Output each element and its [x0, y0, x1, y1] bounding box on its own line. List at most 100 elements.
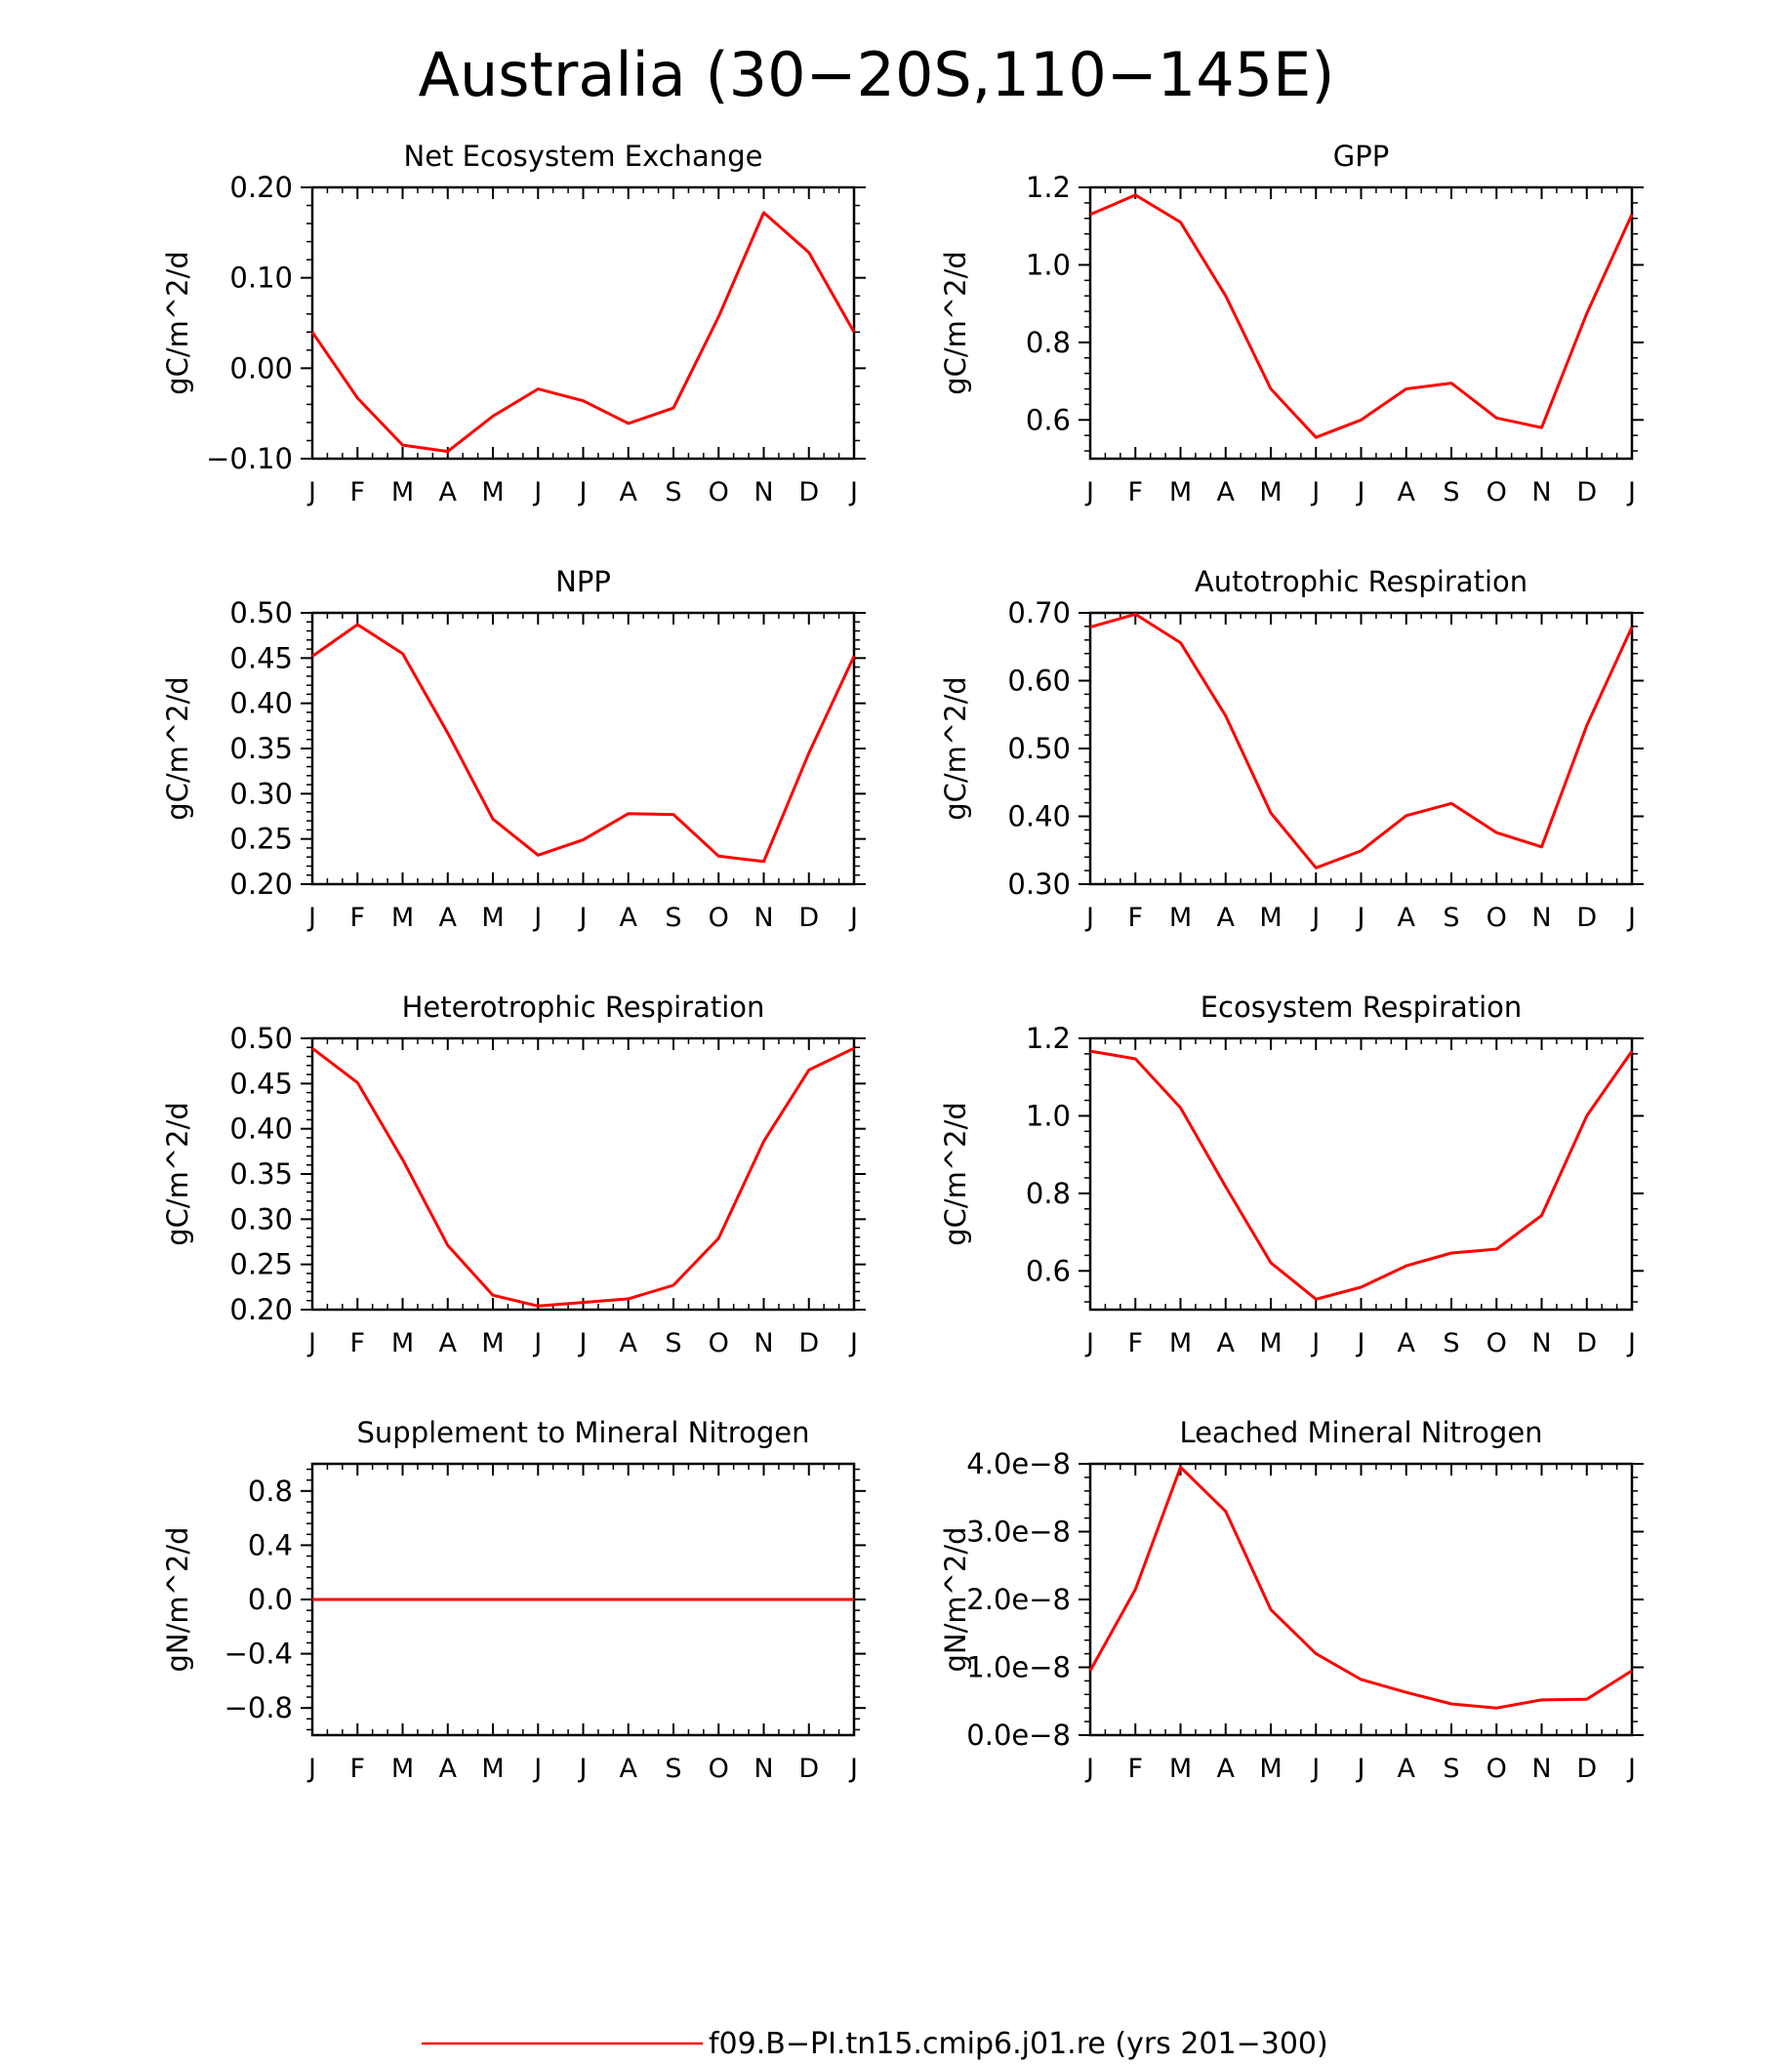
x-tick-label: O — [1487, 477, 1507, 507]
x-tick-label: A — [1217, 1754, 1236, 1784]
x-tick-label: J — [1310, 1328, 1320, 1358]
x-tick-label: A — [1398, 477, 1416, 507]
y-tick-label: 0.45 — [229, 641, 293, 674]
x-tick-label: A — [620, 1754, 638, 1784]
x-tick-label: A — [1217, 477, 1236, 507]
y-tick-label: 0.20 — [229, 1293, 293, 1326]
x-tick-label: J — [1626, 903, 1636, 933]
y-tick-label: 0.70 — [1007, 596, 1071, 629]
x-tick-label: M — [391, 903, 414, 933]
x-tick-label: N — [753, 1328, 773, 1358]
x-tick-label: S — [1443, 903, 1459, 933]
x-tick-label: J — [1310, 477, 1320, 507]
x-tick-label: J — [848, 1328, 858, 1358]
y-tick-label: 0.6 — [1026, 1254, 1071, 1287]
x-tick-label: A — [1398, 1328, 1416, 1358]
y-tick-label: 3.0e−8 — [966, 1516, 1071, 1549]
y-axis-label: gC/m^2/d — [939, 251, 972, 395]
x-tick-label: S — [665, 1754, 681, 1784]
x-tick-label: M — [481, 1328, 504, 1358]
x-tick-label: J — [1084, 1754, 1094, 1784]
x-tick-label: M — [391, 1328, 414, 1358]
y-tick-label: 0.4 — [248, 1528, 293, 1561]
x-tick-label: J — [848, 903, 858, 933]
y-tick-label: 1.0 — [1026, 248, 1071, 281]
y-tick-label: 4.0e−8 — [966, 1447, 1071, 1480]
y-tick-label: 0.35 — [229, 732, 293, 765]
x-tick-label: N — [1531, 903, 1551, 933]
x-tick-label: J — [306, 903, 316, 933]
x-tick-label: A — [1217, 903, 1236, 933]
x-tick-label: F — [1127, 903, 1143, 933]
x-tick-label: M — [481, 1754, 504, 1784]
x-tick-label: M — [1259, 1754, 1282, 1784]
x-tick-label: S — [665, 477, 681, 507]
y-tick-label: 0.8 — [1026, 1177, 1071, 1210]
y-tick-label: 0.8 — [1026, 326, 1071, 359]
x-tick-label: A — [620, 477, 638, 507]
panel-title: Supplement to Mineral Nitrogen — [357, 1416, 810, 1449]
y-tick-label: 0.40 — [229, 687, 293, 720]
legend-label: f09.B−PI.tn15.cmip6.j01.re (yrs 201−300) — [709, 2027, 1328, 2061]
x-tick-label: J — [578, 903, 588, 933]
x-tick-label: O — [709, 1754, 729, 1784]
panel-title: Heterotrophic Respiration — [402, 991, 765, 1024]
chart-panel: J F M A M J J A S O N D J0.300.400.500.600.70Autotro… — [939, 565, 1644, 933]
chart-panel: J F M A M J J A S O N D J0.200.250.300.350.400.450.5… — [161, 991, 866, 1358]
x-tick-label: O — [709, 477, 729, 507]
y-tick-label: 2.0e−8 — [966, 1583, 1071, 1616]
x-tick-label: S — [1443, 1754, 1459, 1784]
x-tick-label: F — [349, 1328, 365, 1358]
x-tick-label: J — [1626, 1328, 1636, 1358]
x-tick-label: D — [1576, 1754, 1597, 1784]
x-tick-label: A — [439, 1754, 458, 1784]
y-tick-label: 1.0e−8 — [966, 1651, 1071, 1684]
y-tick-label: 1.2 — [1026, 1022, 1071, 1055]
plot-frame — [1088, 1036, 1634, 1312]
x-tick-label: J — [1626, 1754, 1636, 1784]
x-tick-label: M — [1259, 477, 1282, 507]
plot-frame — [1088, 185, 1634, 461]
y-tick-label: 0.20 — [229, 868, 293, 901]
y-tick-label: 0.50 — [229, 1022, 293, 1055]
x-tick-label: J — [1084, 477, 1094, 507]
x-tick-label: N — [753, 903, 773, 933]
x-tick-label: N — [753, 1754, 773, 1784]
x-tick-label: J — [306, 1754, 316, 1784]
x-tick-label: N — [1531, 1328, 1551, 1358]
series-line — [1088, 1466, 1633, 1710]
x-tick-label: N — [1531, 477, 1551, 507]
x-tick-label: M — [1169, 477, 1192, 507]
x-tick-label: S — [665, 1328, 681, 1358]
y-tick-label: 0.45 — [229, 1067, 293, 1100]
series-line — [311, 1046, 855, 1308]
plot-frame — [1088, 1462, 1634, 1737]
series-line — [1089, 193, 1634, 439]
x-tick-label: D — [798, 1754, 819, 1784]
y-tick-label: −0.10 — [206, 442, 293, 475]
x-tick-label: M — [1169, 1754, 1192, 1784]
x-tick-label: J — [532, 1328, 542, 1358]
x-tick-label: J — [1310, 1754, 1320, 1784]
series-line — [1089, 612, 1634, 870]
x-tick-label: O — [1487, 903, 1507, 933]
x-tick-label: J — [532, 1754, 542, 1784]
x-tick-label: D — [1576, 477, 1597, 507]
y-tick-label: 1.0 — [1026, 1099, 1071, 1132]
y-axis-label: gC/m^2/d — [939, 676, 972, 821]
x-tick-label: J — [1356, 477, 1365, 507]
y-axis-label: gN/m^2/d — [939, 1526, 972, 1672]
x-tick-label: O — [709, 903, 729, 933]
y-axis-label: gN/m^2/d — [161, 1526, 194, 1672]
x-tick-label: A — [620, 903, 638, 933]
x-tick-label: F — [349, 477, 365, 507]
x-tick-label: J — [306, 477, 316, 507]
panel-title: Leached Mineral Nitrogen — [1179, 1416, 1542, 1449]
x-tick-label: A — [1398, 1754, 1416, 1784]
x-tick-label: D — [798, 903, 819, 933]
x-tick-label: D — [1576, 1328, 1597, 1358]
plot-frame — [310, 185, 856, 461]
x-tick-label: O — [1487, 1754, 1507, 1784]
